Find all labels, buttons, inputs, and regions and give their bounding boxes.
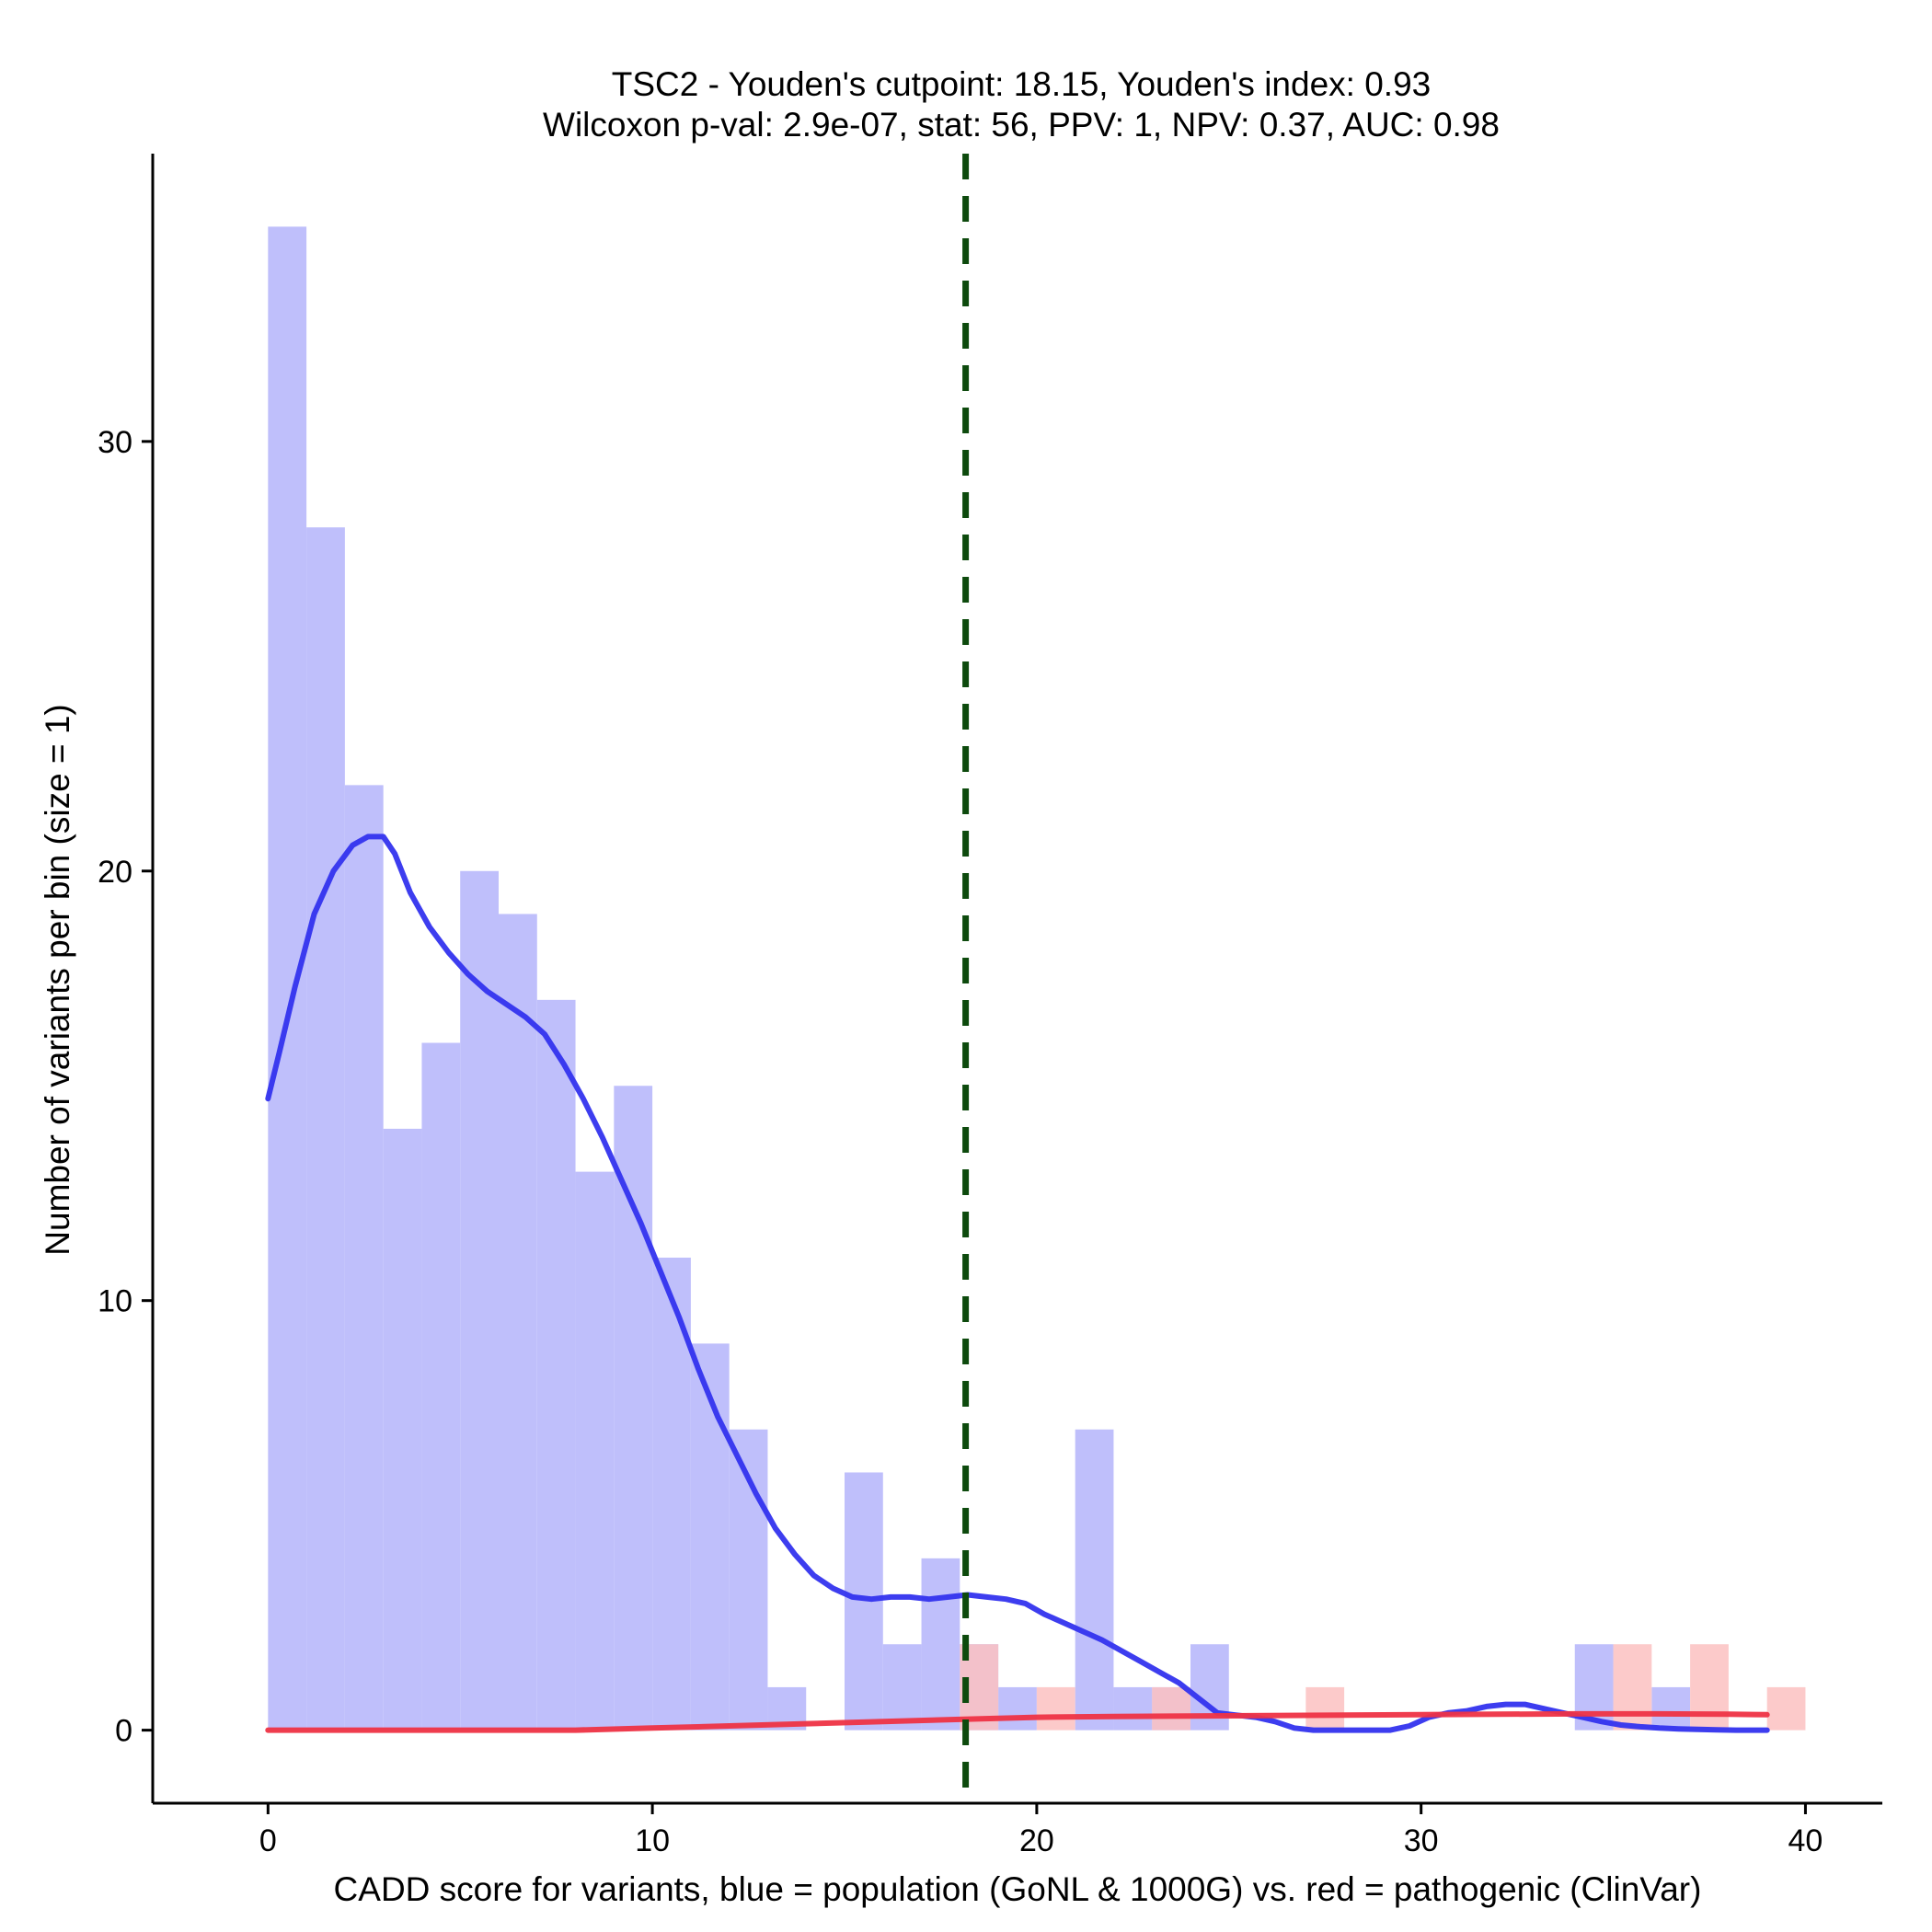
population-bar (499, 914, 537, 1731)
pathogenic-bar (1690, 1644, 1729, 1731)
population-bar (344, 785, 384, 1731)
x-tick-label: 20 (1019, 1823, 1054, 1858)
chart-title: TSC2 - Youden's cutpoint: 18.15, Youden'… (612, 65, 1431, 103)
x-tick-label: 10 (635, 1823, 670, 1858)
population-bar (268, 226, 307, 1731)
axes-layer: 0 10 20 30 40 0 10 20 30 (98, 154, 1882, 1858)
pathogenic-bar (1613, 1644, 1652, 1731)
x-tick-label: 30 (1404, 1823, 1439, 1858)
population-bar (690, 1343, 730, 1731)
pathogenic-bar (1152, 1686, 1190, 1731)
bars-layer (268, 226, 1806, 1731)
y-tick-label: 30 (98, 425, 132, 460)
y-tick-label: 0 (115, 1714, 132, 1749)
population-bar (306, 527, 345, 1731)
x-tick-label: 40 (1788, 1823, 1823, 1858)
x-tick-label: 0 (259, 1823, 277, 1858)
population-bar (1651, 1686, 1691, 1731)
population-bar (614, 1086, 653, 1731)
chart-subtitle: Wilcoxon p-val: 2.9e-07, stat: 56, PPV: … (543, 106, 1500, 144)
population-bar (921, 1558, 960, 1731)
population-bar (575, 1171, 615, 1731)
x-axis-label: CADD score for variants, blue = populati… (334, 1870, 1702, 1908)
population-bar (882, 1644, 922, 1731)
population-bar (460, 870, 499, 1731)
lines-layer (265, 154, 1770, 1803)
y-axis-label: Number of variants per bin (size = 1) (39, 704, 76, 1255)
population-bar (421, 1042, 461, 1731)
population-density-line (265, 834, 1770, 1733)
pathogenic-bar (1766, 1686, 1806, 1731)
pathogenic-bar (1036, 1686, 1075, 1731)
population-bar (383, 1128, 422, 1731)
y-tick-label: 20 (98, 855, 132, 890)
pathogenic-bar (1305, 1686, 1345, 1731)
population-bar (1113, 1686, 1153, 1731)
population-bar (998, 1686, 1037, 1731)
population-bar (536, 999, 576, 1731)
population-bar (1075, 1429, 1114, 1731)
pathogenic-density-line (265, 1710, 1770, 1733)
population-bar (845, 1472, 883, 1731)
y-tick-label: 10 (98, 1284, 132, 1319)
